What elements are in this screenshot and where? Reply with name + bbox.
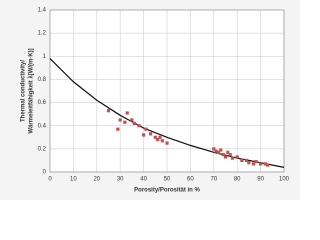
data-point bbox=[226, 150, 230, 154]
data-point bbox=[116, 127, 120, 131]
x-tick-label: 90 bbox=[257, 177, 264, 183]
y-tick-label: 0.8 bbox=[38, 77, 47, 83]
data-point bbox=[216, 150, 221, 154]
data-point bbox=[130, 118, 134, 122]
y-tick-label: 1.4 bbox=[38, 8, 47, 14]
plot-frame bbox=[49, 9, 285, 173]
x-tick-label: 70 bbox=[210, 177, 217, 183]
data-point bbox=[142, 133, 146, 137]
y-tick-label: 0.6 bbox=[38, 100, 47, 106]
data-point bbox=[230, 156, 235, 160]
data-point bbox=[165, 141, 169, 145]
data-point bbox=[106, 109, 111, 113]
x-tick-label: 40 bbox=[140, 177, 147, 183]
y-tick-label: 1 bbox=[43, 54, 47, 60]
data-point bbox=[223, 155, 228, 159]
x-tick-label: 30 bbox=[117, 177, 124, 183]
data-point bbox=[219, 148, 223, 152]
data-point bbox=[156, 138, 160, 142]
data-point bbox=[247, 161, 251, 165]
y-tick-label: 1.2 bbox=[38, 31, 47, 37]
x-tick-label: 20 bbox=[93, 177, 100, 183]
data-point bbox=[240, 158, 244, 163]
data-point bbox=[244, 158, 249, 163]
data-point bbox=[160, 139, 164, 143]
y-axis-title: Wärmeleitfähigkeit λ[W/(m·K)] bbox=[29, 48, 35, 133]
x-tick-label: 60 bbox=[187, 177, 194, 183]
data-point bbox=[144, 127, 148, 131]
data-point bbox=[153, 135, 157, 139]
data-point bbox=[235, 155, 239, 159]
data-point bbox=[118, 118, 122, 122]
x-tick-label: 100 bbox=[279, 177, 290, 183]
data-point bbox=[251, 162, 256, 166]
data-point bbox=[158, 135, 162, 139]
data-point bbox=[266, 163, 270, 167]
x-tick-label: 10 bbox=[70, 177, 77, 183]
data-point bbox=[212, 147, 216, 151]
data-point bbox=[214, 149, 218, 153]
data-point bbox=[149, 132, 153, 136]
data-point bbox=[254, 159, 258, 164]
data-point bbox=[137, 124, 141, 128]
x-tick-label: 0 bbox=[48, 177, 52, 183]
x-axis-title: Porosity/Porosität in % bbox=[134, 188, 200, 194]
data-point bbox=[263, 162, 267, 166]
data-point bbox=[132, 121, 136, 125]
data-point bbox=[259, 162, 263, 166]
x-tick-label: 80 bbox=[234, 177, 241, 183]
data-point bbox=[228, 153, 232, 157]
y-axis-title: Thermal conductivity/ bbox=[21, 60, 27, 122]
data-point bbox=[123, 120, 127, 124]
x-tick-label: 50 bbox=[164, 177, 171, 183]
y-tick-label: 0 bbox=[43, 170, 47, 176]
chart: Porosity/Porosität in % Thermal conducti… bbox=[0, 0, 300, 200]
data-point bbox=[125, 111, 129, 115]
data-point bbox=[221, 153, 225, 157]
y-tick-label: 0.2 bbox=[38, 146, 47, 152]
y-tick-label: 0.4 bbox=[38, 123, 47, 129]
